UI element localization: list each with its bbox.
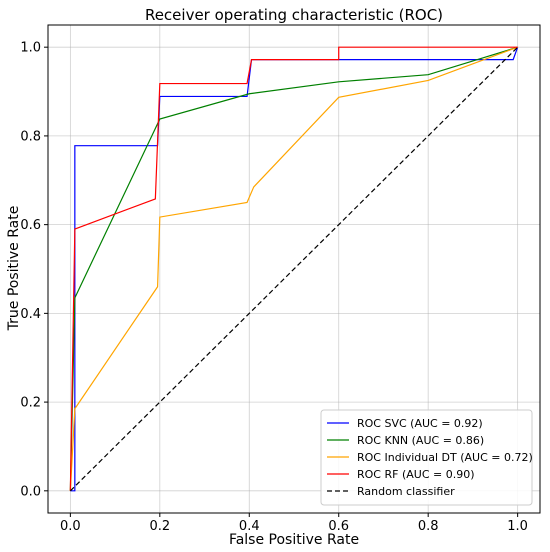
legend-box bbox=[320, 409, 533, 506]
x-axis-label: False Positive Rate bbox=[229, 532, 359, 548]
y-tick-label: 0.2 bbox=[20, 396, 41, 411]
legend-label: ROC Individual DT (AUC = 0.72) bbox=[357, 451, 533, 464]
y-tick-label: 1.0 bbox=[20, 41, 41, 56]
y-tick-label: 0.8 bbox=[20, 129, 41, 144]
series-line bbox=[69, 46, 518, 491]
x-tick-label: 0.4 bbox=[239, 519, 260, 534]
x-tick-label: 0.2 bbox=[149, 519, 170, 534]
y-tick-label: 0.6 bbox=[20, 218, 41, 233]
plot-frame bbox=[47, 24, 541, 514]
legend-label: ROC SVC (AUC = 0.92) bbox=[357, 417, 483, 430]
x-tick-label: 0.8 bbox=[418, 519, 439, 534]
x-tick-label: 0.6 bbox=[328, 519, 349, 534]
x-tick-label: 1.0 bbox=[507, 519, 528, 534]
legend-label: ROC RF (AUC = 0.90) bbox=[357, 468, 475, 481]
series-lines bbox=[69, 46, 519, 492]
legend: ROC SVC (AUC = 0.92) ROC KNN (AUC = 0.86)… bbox=[320, 409, 533, 506]
legend-label: ROC KNN (AUC = 0.86) bbox=[357, 434, 484, 447]
chart-title: Receiver operating characteristic (ROC) bbox=[145, 6, 443, 24]
x-tick-label: 0.0 bbox=[60, 519, 81, 534]
y-tick-label: 0.0 bbox=[20, 484, 41, 499]
series-line bbox=[69, 46, 518, 491]
y-axis-label: True Positive Rate bbox=[6, 206, 22, 332]
series-line bbox=[69, 46, 518, 491]
axis-ticks: 0.0 0.2 0.4 0.6 0.8 1.0 0.0 0.2 0.4 0.6 0.8 1.0 bbox=[20, 41, 528, 534]
y-tick-label: 0.4 bbox=[20, 307, 41, 322]
series-line bbox=[69, 46, 519, 492]
legend-label: Random classifier bbox=[357, 485, 455, 498]
